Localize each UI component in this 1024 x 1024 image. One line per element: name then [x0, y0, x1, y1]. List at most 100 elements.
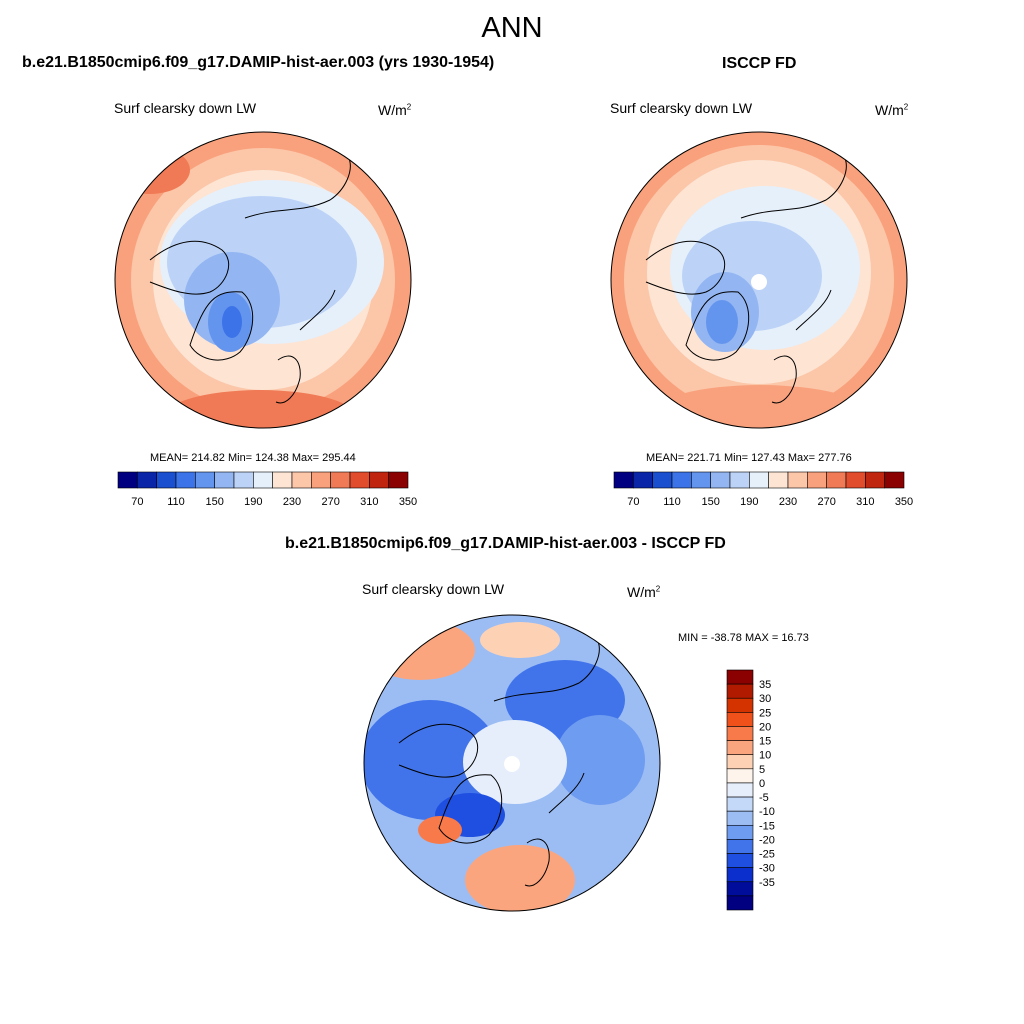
colorbar-1-swatch — [117, 471, 138, 489]
panel-2-variable: Surf clearsky down LW — [610, 100, 753, 116]
colorbar-3-swatch — [726, 895, 754, 911]
panel-2-units-text: W/m — [875, 102, 904, 118]
map-2-band-150 — [706, 300, 738, 344]
colorbar-2-swatch — [613, 471, 634, 489]
map-3-warm-north — [365, 620, 475, 680]
colorbar-1-swatch — [214, 471, 235, 489]
map-3-siberia-coast — [493, 638, 600, 702]
colorbar-3-tick-label: -20 — [759, 834, 775, 846]
colorbar-2-swatch — [691, 471, 711, 489]
map-1-greenland — [189, 291, 254, 361]
colorbar-2-swatch — [633, 471, 653, 489]
map-3-russia-coast — [548, 772, 585, 814]
panel-3-units-text: W/m — [627, 584, 656, 600]
map-1-band-130 — [222, 306, 242, 338]
panel-3-title: b.e21.B1850cmip6.f09_g17.DAMIP-hist-aer.… — [285, 535, 726, 552]
panel-1-variable: Surf clearsky down LW — [114, 100, 257, 116]
colorbar-1-tick-label: 310 — [360, 496, 378, 508]
colorbar-3-tick-label: -10 — [759, 806, 775, 818]
map-3-cool-east — [555, 715, 645, 805]
colorbar-3-tick-label: 0 — [759, 778, 765, 790]
map-2-coastlines — [645, 155, 847, 404]
figure-title: ANN — [481, 12, 543, 44]
colorbar-2-tick-label: 190 — [740, 496, 758, 508]
panel-3-stats: MIN = -38.78 MAX = 16.73 — [678, 632, 809, 644]
colorbar-1-tick-label: 350 — [399, 496, 417, 508]
map-2-pole-gap — [751, 274, 767, 290]
map-1-scandinavia — [275, 355, 301, 404]
colorbar-3-tick-label: -35 — [759, 877, 775, 889]
colorbar-2-swatch — [710, 471, 731, 489]
colorbar-2-swatch — [671, 471, 692, 489]
colorbar-1-swatch — [349, 471, 370, 489]
map-3-greenland — [438, 774, 503, 844]
colorbar-3-swatch — [726, 782, 754, 798]
map-3-archipelago — [398, 723, 479, 778]
colorbar-1-swatch — [175, 471, 196, 489]
colorbar-2-tick-label: 70 — [627, 496, 639, 508]
colorbar-3-swatch — [726, 810, 754, 826]
colorbar-3-tick-label: 30 — [759, 693, 771, 705]
panel-3-units-sup: 2 — [655, 584, 661, 594]
map-2-warm-south — [650, 385, 870, 428]
colorbar-3-tick-label: 10 — [759, 750, 771, 762]
colorbar-3-tick-label: 5 — [759, 764, 765, 776]
colorbar-3-tick-label: -5 — [759, 792, 769, 804]
panel-1-title: b.e21.B1850cmip6.f09_g17.DAMIP-hist-aer.… — [22, 54, 495, 71]
colorbar-1-swatch — [330, 471, 351, 489]
map-2-russia-coast — [795, 289, 832, 331]
map-1-field — [115, 132, 411, 428]
colorbar-2-tick-label: 310 — [856, 496, 874, 508]
map-1-siberia-coast — [244, 155, 351, 219]
map-2-scandinavia — [771, 355, 797, 404]
colorbar-2-tick-label: 230 — [779, 496, 797, 508]
panel-1-units-sup: 2 — [406, 102, 412, 112]
colorbar-3-tick-label: 15 — [759, 736, 771, 748]
colorbar-2-tick-label: 150 — [701, 496, 719, 508]
map-1-warm-northwest — [115, 146, 190, 194]
map-2-greenland — [685, 291, 750, 361]
colorbar-2-swatch — [768, 471, 789, 489]
panel-2-units-sup: 2 — [903, 102, 909, 112]
colorbar-3-swatch — [726, 867, 754, 883]
colorbars: 70 110 150 190 230 270 310 350 70 110 150 190 230 270… — [117, 471, 913, 911]
colorbar-3-tick-label: -30 — [759, 863, 775, 875]
colorbar-2-swatch — [787, 471, 808, 489]
colorbar-3-swatch — [726, 881, 754, 897]
colorbar-3-tick-label: -15 — [759, 820, 775, 832]
map-3-cold-west — [364, 700, 500, 820]
map-3-field — [364, 615, 660, 911]
map-3-outline — [363, 614, 661, 912]
map-1-coastlines — [149, 155, 351, 404]
colorbar-3-swatch — [726, 853, 754, 868]
colorbar-3-tick-label: 20 — [759, 721, 771, 733]
panel-1-stats: MEAN= 214.82 Min= 124.38 Max= 295.44 — [150, 452, 356, 464]
map-3-pole-gap — [504, 756, 520, 772]
panel-3-units: W/m2 — [627, 584, 660, 600]
colorbar-2-swatch — [652, 471, 673, 489]
colorbar-1-swatch — [195, 471, 215, 489]
colorbar-3-swatch — [726, 726, 754, 741]
colorbar-3-swatch — [726, 796, 754, 812]
colorbar-1-swatch — [388, 471, 409, 489]
map-3 — [363, 614, 661, 912]
colorbar-2-swatch — [865, 471, 885, 489]
colorbar-3-swatch — [726, 754, 754, 770]
colorbar-1-swatch — [311, 471, 331, 489]
colorbar-1-swatch — [291, 471, 312, 489]
colorbar-1-swatch — [137, 471, 157, 489]
colorbar-1-tick-label: 110 — [167, 496, 185, 508]
colorbar-1-tick-label: 70 — [131, 496, 143, 508]
colorbar-3-tick-label: 25 — [759, 707, 771, 719]
colorbar-2-swatch — [884, 471, 905, 489]
colorbar-1-tick-label: 230 — [283, 496, 301, 508]
map-2 — [610, 131, 908, 429]
colorbar-2-swatch — [807, 471, 827, 489]
colorbar-3-swatch — [726, 768, 754, 784]
panel-2-stats: MEAN= 221.71 Min= 127.43 Max= 277.76 — [646, 452, 852, 464]
colorbar-3-swatch — [726, 712, 754, 727]
map-3-coastlines — [398, 638, 600, 887]
colorbar-1-swatch — [272, 471, 293, 489]
panel-1-units: W/m2 — [378, 102, 411, 118]
